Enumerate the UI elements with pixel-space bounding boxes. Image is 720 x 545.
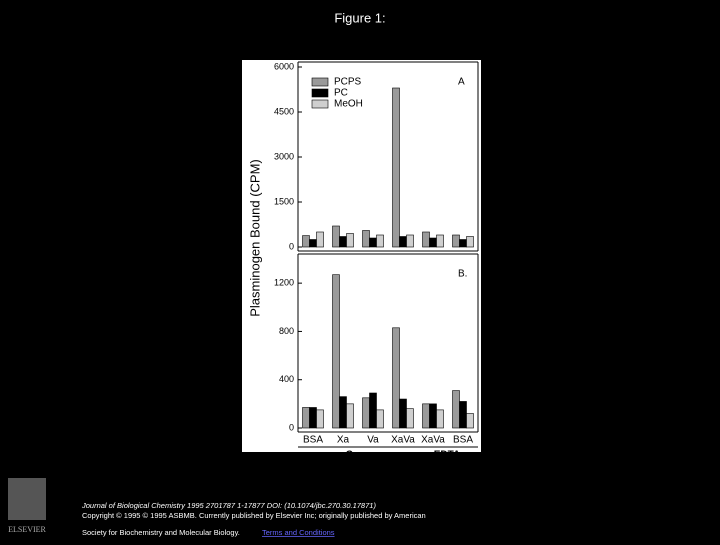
citation: Journal of Biological Chemistry 1995 270… (81, 501, 376, 510)
bar (459, 401, 467, 429)
x-tick-label: XaVa (391, 435, 415, 446)
bar (346, 403, 354, 429)
bar (452, 234, 460, 248)
x-tick-label: BSA (453, 435, 473, 446)
y-tick-label: 3000 (274, 151, 294, 161)
bar (422, 231, 430, 248)
bar (376, 409, 384, 429)
bar (466, 236, 474, 248)
bar (466, 413, 474, 429)
y-tick-label: 4500 (274, 106, 294, 116)
legend-label: MeOH (334, 99, 363, 110)
bar (436, 234, 444, 248)
panel-label: B. (458, 269, 467, 280)
bar (459, 239, 467, 248)
bar (452, 390, 460, 429)
bar (346, 233, 354, 248)
bar (339, 396, 347, 429)
logo-tree (8, 478, 46, 520)
bar (332, 225, 340, 248)
bar (369, 237, 377, 248)
legend-swatch (311, 99, 329, 109)
legend-label: PCPS (334, 77, 362, 88)
bar (376, 234, 384, 248)
bar (339, 236, 347, 248)
y-tick-label: 1200 (274, 278, 294, 288)
logo-text: ELSEVIER (8, 525, 46, 534)
bar (392, 327, 400, 429)
bar (332, 274, 340, 429)
legend-label: PC (334, 88, 348, 99)
bar (316, 231, 324, 248)
group-label: EDTA (434, 450, 460, 461)
bar (422, 403, 430, 429)
bar (406, 234, 414, 248)
bar (369, 392, 377, 429)
terms-link[interactable]: Terms and Conditions (262, 528, 335, 537)
y-tick-label: 0 (289, 241, 294, 251)
bar (309, 407, 317, 429)
x-tick-label: XaVa (421, 435, 445, 446)
citation: Copyright © 1995 © 1995 ASBMB. Currently… (82, 511, 426, 520)
bar (302, 235, 310, 248)
citation: Society for Biochemistry and Molecular B… (82, 528, 240, 537)
x-tick-label: BSA (303, 435, 323, 446)
bar (429, 237, 437, 248)
y-axis-label: Plasminogen Bound (CPM) (247, 159, 262, 317)
bar (309, 239, 317, 248)
figure (242, 60, 481, 452)
panel-label: A (458, 77, 465, 88)
y-tick-label: 0 (289, 422, 294, 432)
y-tick-label: 400 (279, 374, 294, 384)
group-label: Ca (346, 450, 359, 461)
x-tick-label: Xa (337, 435, 350, 446)
bar (362, 397, 370, 429)
y-tick-label: 1500 (274, 196, 294, 206)
bar (362, 230, 370, 248)
bar (399, 398, 407, 429)
bar (392, 87, 400, 248)
bar (429, 403, 437, 429)
x-tick-label: Va (367, 435, 379, 446)
legend-swatch (311, 77, 329, 87)
legend-swatch (311, 88, 329, 98)
slide-title: Figure 1: (334, 10, 385, 25)
bar (399, 236, 407, 248)
bar (436, 409, 444, 429)
y-tick-label: 800 (279, 326, 294, 336)
y-tick-label: 6000 (274, 61, 294, 71)
bar (302, 407, 310, 429)
bar (316, 409, 324, 429)
bar (406, 408, 414, 429)
